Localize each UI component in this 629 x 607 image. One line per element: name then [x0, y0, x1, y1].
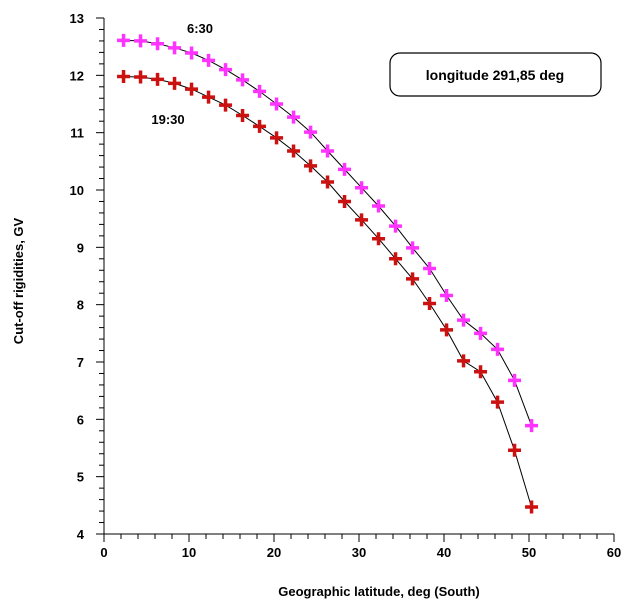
data-point-marker — [151, 72, 165, 86]
series-line — [123, 39, 532, 426]
data-point-marker — [253, 119, 267, 133]
data-point-marker — [508, 443, 522, 457]
data-point-marker — [440, 288, 454, 302]
data-point-marker — [134, 70, 148, 84]
data-point-marker — [287, 110, 301, 124]
series-label: 6:30 — [187, 21, 213, 36]
data-point-marker — [372, 199, 386, 213]
data-point-marker — [185, 46, 199, 60]
data-point-marker — [525, 419, 539, 433]
series-0: 6:30 — [117, 21, 539, 433]
data-point-marker — [287, 144, 301, 158]
x-axis-title: Geographic latitude, deg (South) — [278, 584, 480, 599]
x-tick-label: 20 — [267, 545, 281, 560]
data-point-marker — [508, 373, 522, 387]
data-point-marker — [236, 73, 250, 87]
data-point-marker — [355, 213, 369, 227]
data-point-marker — [168, 76, 182, 90]
data-point-marker — [372, 232, 386, 246]
data-point-marker — [474, 326, 488, 340]
data-point-marker — [474, 365, 488, 379]
data-point-marker — [406, 241, 420, 255]
axes: 0 10 20 30 40 50 60 4 5 6 7 8 9 10 11 12 13 — [70, 11, 622, 560]
data-point-marker — [219, 98, 233, 112]
series-line — [123, 76, 532, 508]
data-point-marker — [321, 144, 335, 158]
data-point-marker — [406, 272, 420, 286]
data-point-marker — [457, 313, 471, 327]
x-tick-label: 50 — [522, 545, 536, 560]
annotation-box: longitude 291,85 deg — [389, 52, 602, 97]
series-layer: 6:30 19:30 — [117, 21, 539, 514]
data-point-marker — [338, 194, 352, 208]
data-point-marker — [440, 323, 454, 337]
data-point-marker — [270, 131, 284, 145]
data-point-marker — [389, 252, 403, 266]
data-point-marker — [321, 175, 335, 189]
data-point-marker — [389, 219, 403, 233]
x-tick-label: 60 — [607, 545, 621, 560]
x-tick-label: 30 — [352, 545, 366, 560]
y-tick-label: 9 — [77, 240, 84, 255]
y-tick-label: 7 — [77, 355, 84, 370]
data-point-marker — [202, 53, 216, 67]
data-point-marker — [253, 84, 267, 98]
x-tick-label: 0 — [100, 545, 107, 560]
data-point-marker — [219, 63, 233, 77]
data-point-marker — [304, 125, 318, 139]
data-point-marker — [491, 395, 505, 409]
data-point-marker — [355, 181, 369, 195]
data-point-marker — [457, 354, 471, 368]
y-tick-label: 13 — [70, 11, 84, 26]
y-tick-label: 10 — [70, 183, 84, 198]
data-point-marker — [117, 33, 131, 47]
data-point-marker — [304, 159, 318, 173]
y-tick-label: 4 — [77, 527, 85, 542]
series-label: 19:30 — [151, 112, 184, 127]
data-point-marker — [117, 69, 131, 83]
data-point-marker — [423, 262, 437, 276]
series-1: 19:30 — [117, 69, 539, 514]
data-point-marker — [134, 34, 148, 48]
y-tick-label: 6 — [77, 412, 84, 427]
data-point-marker — [168, 41, 182, 55]
annotation-text: longitude 291,85 deg — [426, 67, 564, 83]
y-tick-label: 8 — [77, 298, 84, 313]
y-tick-label: 11 — [70, 126, 84, 141]
data-point-marker — [491, 342, 505, 356]
x-tick-label: 40 — [437, 545, 451, 560]
data-point-marker — [202, 90, 216, 104]
data-point-marker — [338, 162, 352, 176]
data-point-marker — [151, 37, 165, 51]
y-axis-title: Cut-off rigidities, GV — [11, 217, 26, 344]
y-tick-label: 5 — [77, 470, 84, 485]
data-point-marker — [236, 108, 250, 122]
y-tick-label: 12 — [70, 68, 84, 83]
x-tick-label: 10 — [182, 545, 196, 560]
data-point-marker — [270, 97, 284, 111]
annotation-frame — [389, 52, 602, 97]
data-point-marker — [423, 297, 437, 311]
data-point-marker — [185, 82, 199, 96]
data-point-marker — [525, 500, 539, 514]
